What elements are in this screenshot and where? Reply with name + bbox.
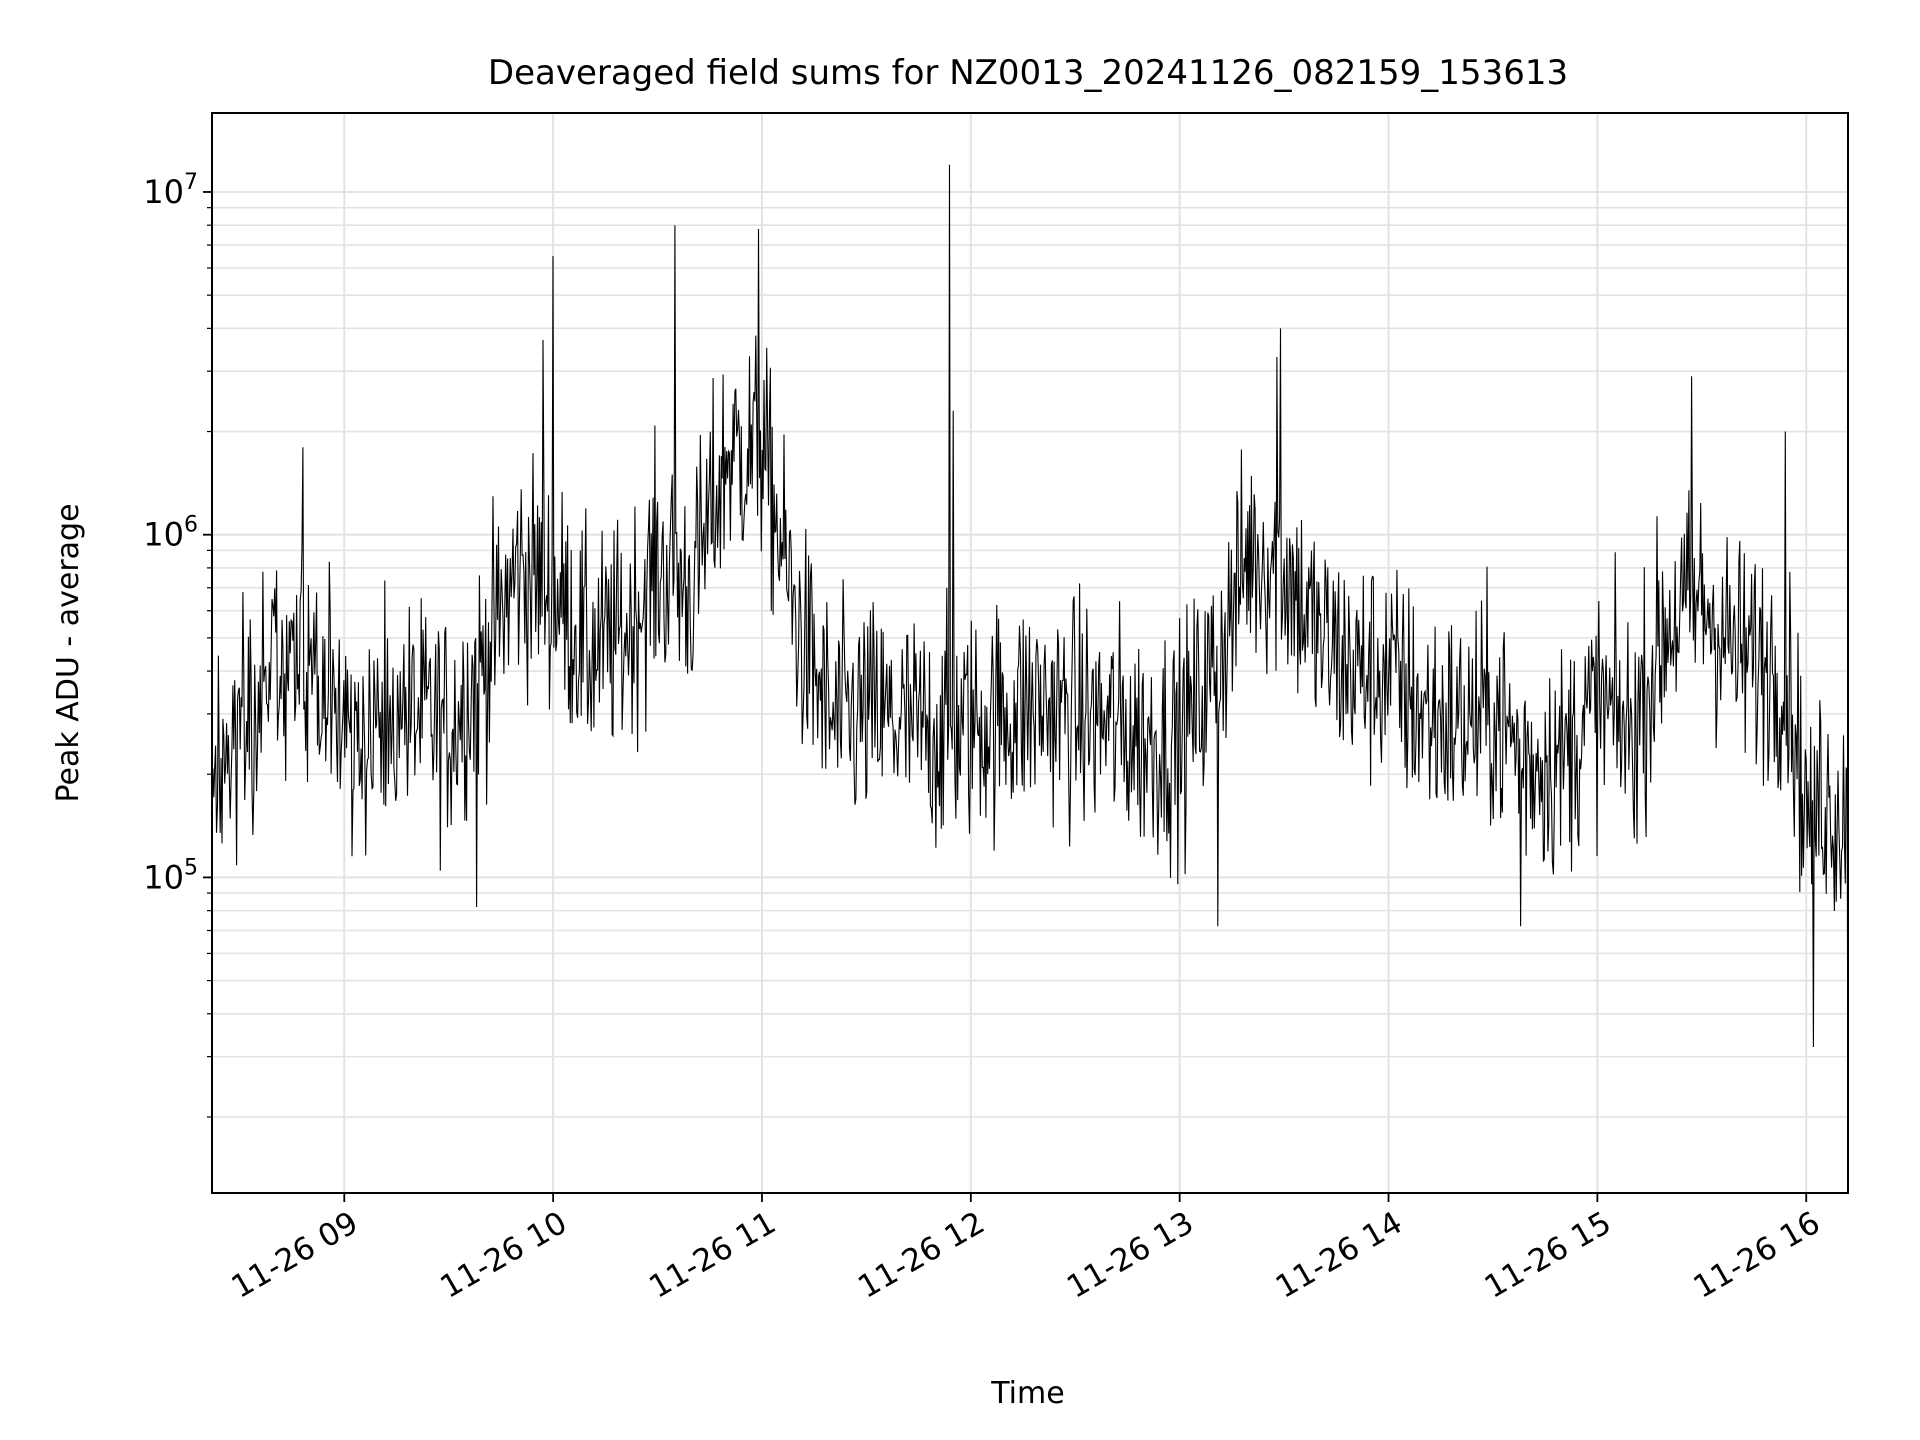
chart-title: Deaveraged field sums for NZ0013_2024112… <box>488 53 1568 93</box>
y-tick-exponent: 7 <box>184 170 198 195</box>
y-tick-base: 10 <box>143 173 184 211</box>
y-tick-label: 107 <box>143 170 198 211</box>
y-axis-label: Peak ADU - average <box>51 503 86 802</box>
plot-frame <box>211 112 1849 1194</box>
x-axis-label: Time <box>990 1376 1064 1411</box>
y-tick-base: 10 <box>143 516 184 554</box>
y-tick-label: 106 <box>143 513 198 554</box>
y-tick-base: 10 <box>143 858 184 896</box>
series-line <box>211 164 1849 1160</box>
y-tick-exponent: 5 <box>184 855 198 880</box>
y-tick-exponent: 6 <box>184 513 198 538</box>
y-tick-label: 105 <box>143 855 198 896</box>
series-layer <box>211 164 1849 1160</box>
